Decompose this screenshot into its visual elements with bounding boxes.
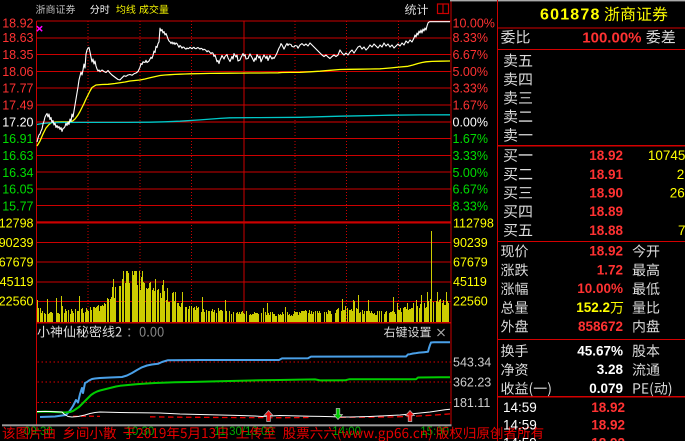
svg-text:6.67%: 6.67% — [453, 48, 488, 62]
svg-text:18.92: 18.92 — [589, 148, 623, 163]
svg-text:18.92: 18.92 — [591, 418, 625, 433]
svg-text:3.28: 3.28 — [597, 362, 624, 377]
svg-text:5.00%: 5.00% — [453, 65, 488, 79]
svg-text:14:59: 14:59 — [503, 435, 537, 441]
svg-text:14:59: 14:59 — [503, 418, 537, 433]
svg-text:3.33%: 3.33% — [453, 82, 488, 96]
svg-text:22560: 22560 — [0, 295, 34, 309]
svg-text:18.88: 18.88 — [589, 223, 623, 238]
svg-text:18.92: 18.92 — [2, 16, 33, 30]
svg-text:858672: 858672 — [578, 319, 623, 334]
svg-text:0.00%: 0.00% — [453, 115, 488, 129]
svg-text:18.92: 18.92 — [589, 244, 623, 259]
svg-text:15.77: 15.77 — [2, 200, 33, 214]
svg-text:10.00%: 10.00% — [453, 16, 495, 30]
svg-text:67679: 67679 — [0, 256, 34, 270]
svg-text:45119: 45119 — [0, 275, 34, 289]
svg-text:18.92: 18.92 — [591, 400, 625, 415]
svg-text:10.00%: 10.00% — [577, 281, 623, 296]
svg-text:17.77: 17.77 — [2, 82, 33, 96]
svg-text:90239: 90239 — [0, 236, 34, 250]
svg-text:0.079: 0.079 — [589, 381, 623, 396]
svg-text:362.23: 362.23 — [453, 375, 491, 389]
svg-text:6.67%: 6.67% — [453, 183, 488, 197]
svg-text:18.90: 18.90 — [589, 186, 623, 201]
svg-text:14:59: 14:59 — [503, 400, 537, 415]
svg-text:7: 7 — [678, 223, 685, 238]
svg-text:90239: 90239 — [453, 236, 488, 250]
svg-text:601878: 601878 — [540, 7, 601, 24]
svg-text:2: 2 — [677, 167, 685, 182]
svg-text:17.49: 17.49 — [2, 99, 33, 113]
svg-text:45.67%: 45.67% — [577, 343, 623, 358]
svg-text:8.33%: 8.33% — [453, 200, 488, 214]
svg-text:8.33%: 8.33% — [453, 31, 488, 45]
svg-text:543.34: 543.34 — [453, 355, 491, 369]
svg-text:181.11: 181.11 — [453, 396, 490, 410]
svg-text:18.92: 18.92 — [591, 435, 625, 441]
svg-text:112798: 112798 — [453, 216, 494, 230]
svg-text:10745: 10745 — [648, 148, 685, 163]
svg-text:18.89: 18.89 — [589, 204, 623, 219]
svg-text:1.67%: 1.67% — [453, 99, 488, 113]
svg-text:16.34: 16.34 — [2, 166, 33, 180]
svg-text:112798: 112798 — [0, 216, 34, 230]
svg-text:18.91: 18.91 — [589, 167, 623, 182]
svg-text:67679: 67679 — [453, 256, 488, 270]
svg-text:15:00: 15:00 — [420, 426, 449, 438]
svg-text:17.20: 17.20 — [2, 115, 33, 129]
svg-text:22560: 22560 — [453, 295, 488, 309]
svg-text:16.05: 16.05 — [2, 183, 33, 197]
svg-text:16.63: 16.63 — [2, 149, 33, 163]
svg-text:09:30: 09:30 — [24, 426, 53, 438]
svg-text:100.00%: 100.00% — [582, 30, 641, 47]
svg-text:1.72: 1.72 — [597, 262, 623, 277]
svg-text:26: 26 — [670, 186, 685, 201]
svg-text:18.06: 18.06 — [2, 65, 33, 79]
svg-text:16.91: 16.91 — [2, 132, 33, 146]
svg-text:45119: 45119 — [453, 275, 487, 289]
svg-text:1.67%: 1.67% — [453, 132, 488, 146]
svg-text:152.2: 152.2 — [576, 300, 610, 315]
svg-text:18.35: 18.35 — [2, 48, 33, 62]
svg-text:18.63: 18.63 — [2, 31, 33, 45]
svg-text:3.33%: 3.33% — [453, 149, 488, 163]
svg-text:5.00%: 5.00% — [453, 166, 488, 180]
